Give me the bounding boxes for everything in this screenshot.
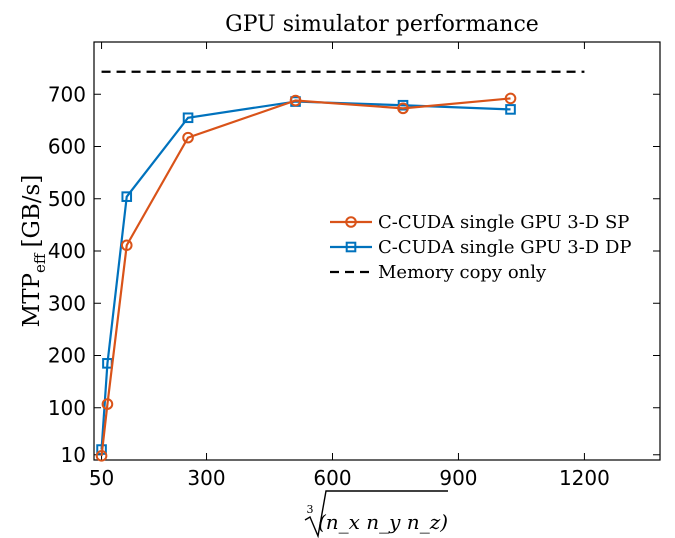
series-1 [95, 92, 517, 462]
data-point [182, 112, 194, 124]
legend-entry: C-CUDA single GPU 3-D SP [330, 212, 629, 233]
y-tick-label: 200 [48, 344, 86, 368]
data-point [95, 450, 108, 462]
data-point [182, 131, 194, 144]
radical-sign [304, 490, 448, 538]
legend-marker [345, 241, 357, 253]
y-tick-label: 500 [48, 187, 86, 211]
legend-label: C-CUDA single GPU 3-D DP [378, 237, 632, 258]
y-tick-label: 600 [48, 135, 86, 159]
x-tick-label: 50 [89, 466, 114, 490]
data-point [505, 104, 516, 115]
y-axis-ticks: 10 100 200 300 400 500 600 700 [48, 82, 660, 467]
chart-title: GPU simulator performance [225, 12, 539, 37]
x-axis-label-root-index: 3 [307, 503, 314, 516]
y-tick-label: 300 [48, 291, 86, 315]
x-axis-ticks: 50 300 600 900 1200 [89, 42, 610, 490]
y-axis-label-subscript: eff [31, 252, 49, 273]
data-point [121, 191, 133, 202]
legend-label: C-CUDA single GPU 3-D SP [378, 212, 629, 233]
data-point [120, 239, 133, 252]
y-tick-label: 400 [48, 239, 86, 263]
x-tick-label: 600 [313, 466, 351, 490]
legend-entry: Memory copy only [330, 262, 547, 283]
legend: C-CUDA single GPU 3-D SP C-CUDA single GP… [330, 212, 632, 283]
y-axis-label-unit: [GB/s] [19, 175, 45, 248]
x-tick-label: 1200 [559, 466, 610, 490]
legend-label: Memory copy only [378, 262, 547, 283]
series-layer [95, 70, 585, 462]
legend-marker [345, 216, 357, 228]
y-tick-label: 100 [48, 396, 86, 420]
x-tick-label: 300 [187, 466, 225, 490]
y-tick-label: 10 [61, 443, 86, 467]
svg-text:MTPeff[GB/s]: MTPeff [GB/s] [19, 175, 49, 328]
x-tick-label: 900 [439, 466, 477, 490]
data-point [397, 102, 409, 115]
data-point [101, 398, 114, 410]
x-axis-label: 3 (n_x n_y n_z) [304, 490, 448, 538]
x-axis-label-radicand: (n_x n_y n_z) [318, 510, 448, 534]
legend-entry: C-CUDA single GPU 3-D DP [330, 237, 632, 258]
y-tick-label: 700 [48, 82, 86, 106]
data-point [289, 94, 302, 107]
series-line [100, 100, 511, 450]
data-point [504, 92, 517, 105]
y-axis-label-main: MTP [19, 273, 45, 327]
y-axis-label: MTPeff [GB/s] [19, 175, 49, 328]
series-line [100, 97, 511, 456]
